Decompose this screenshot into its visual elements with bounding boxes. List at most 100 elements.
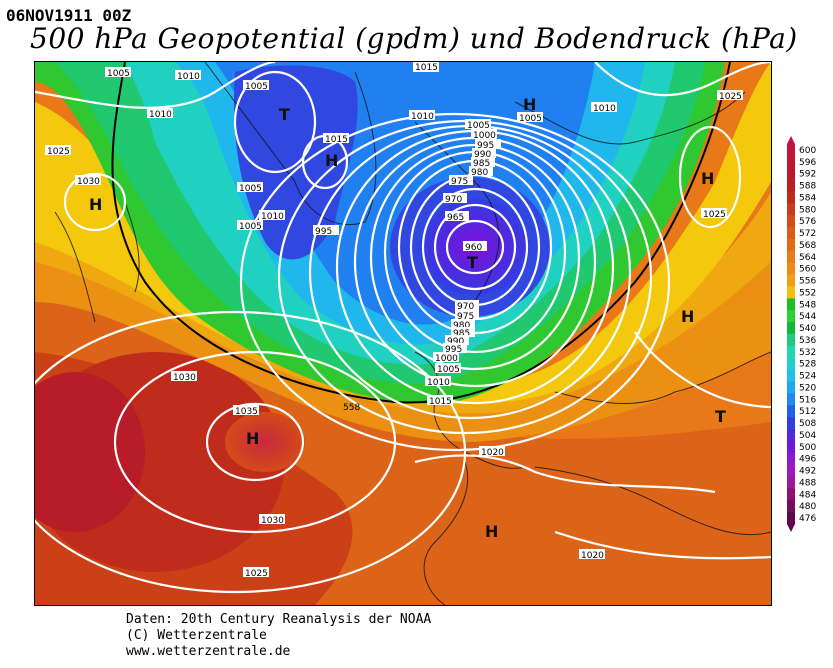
svg-text:1010: 1010 xyxy=(149,110,172,120)
scale-label: 564 xyxy=(799,253,816,263)
svg-text:1010: 1010 xyxy=(177,72,200,82)
svg-text:1000: 1000 xyxy=(473,131,496,141)
high-pressure-marker: H xyxy=(523,95,536,114)
svg-text:1010: 1010 xyxy=(427,378,450,388)
scale-swatch xyxy=(787,393,795,406)
high-pressure-marker: H xyxy=(325,151,338,170)
svg-text:1020: 1020 xyxy=(481,448,504,458)
contour-label: 975 xyxy=(449,175,473,187)
svg-text:990: 990 xyxy=(474,150,491,160)
contour-label: 1010 xyxy=(259,210,285,222)
scale-arrow-bottom xyxy=(787,524,795,532)
scale-label: 512 xyxy=(799,407,816,417)
contour-label: 1025 xyxy=(243,567,269,579)
high-pressure-marker: H xyxy=(89,195,102,214)
scale-swatch xyxy=(787,250,795,264)
contour-label: 1000 xyxy=(471,129,497,141)
svg-text:995: 995 xyxy=(477,141,494,151)
scale-label: 548 xyxy=(799,300,816,310)
scale-swatch xyxy=(787,167,795,181)
high-pressure-marker: H xyxy=(681,307,694,326)
scale-swatch xyxy=(787,345,795,359)
svg-text:1005: 1005 xyxy=(519,114,542,124)
scale-label: 484 xyxy=(799,490,816,500)
svg-text:970: 970 xyxy=(457,302,474,312)
svg-text:985: 985 xyxy=(453,329,470,339)
contour-label: 970 xyxy=(443,193,467,205)
scale-swatch xyxy=(787,298,795,311)
high-pressure-marker: H xyxy=(246,429,259,448)
high-pressure-marker: H xyxy=(701,169,714,188)
scale-label: 572 xyxy=(799,229,816,239)
scale-label: 580 xyxy=(799,205,816,215)
scale-label: 508 xyxy=(799,419,816,429)
scale-swatch xyxy=(787,429,795,442)
svg-text:995: 995 xyxy=(445,345,462,355)
scale-label: 532 xyxy=(799,348,816,358)
scale-label: 528 xyxy=(799,360,816,370)
contour-label: 975 xyxy=(455,310,479,322)
scale-label: 500 xyxy=(799,443,816,453)
chart-title: 500 hPa Geopotential (gpdm) und Bodendru… xyxy=(30,22,798,55)
svg-text:1035: 1035 xyxy=(235,407,258,417)
scale-label: 576 xyxy=(799,217,816,227)
credit-data-source: Daten: 20th Century Reanalysis der NOAA xyxy=(126,612,432,627)
scale-swatch xyxy=(787,239,795,252)
scale-swatch xyxy=(787,417,795,430)
scale-swatch xyxy=(787,286,795,299)
svg-text:1025: 1025 xyxy=(47,147,70,157)
isobars xyxy=(35,62,771,594)
scale-swatch xyxy=(787,452,795,466)
scale-swatch xyxy=(787,500,795,513)
scale-swatch xyxy=(787,322,795,335)
scale-label: 480 xyxy=(799,502,816,512)
svg-text:1005: 1005 xyxy=(239,222,262,232)
scale-label: 492 xyxy=(799,467,816,477)
scale-swatch xyxy=(787,357,795,371)
scale-label: 520 xyxy=(799,383,816,393)
scale-label: 588 xyxy=(799,182,816,192)
scale-swatch xyxy=(787,512,795,525)
contour-label: 990 xyxy=(472,148,496,160)
scale-swatch xyxy=(787,155,795,169)
contour-label: 1010 xyxy=(147,108,173,120)
scale-swatch xyxy=(787,215,795,228)
svg-text:1005: 1005 xyxy=(467,121,490,131)
contour-label: 1005 xyxy=(237,182,263,194)
svg-text:1005: 1005 xyxy=(437,365,460,375)
scale-swatch xyxy=(787,227,795,240)
contour-label: 965 xyxy=(445,211,469,223)
contour-label: 1030 xyxy=(75,175,101,187)
high-pressure-marker: H xyxy=(485,522,498,541)
credit-website: www.wetterzentrale.de xyxy=(126,644,291,659)
scale-swatch xyxy=(787,488,795,501)
contour-label: 990 xyxy=(445,335,469,347)
low-pressure-marker: T xyxy=(467,253,478,272)
scale-label: 540 xyxy=(799,324,816,334)
contour-label: 995 xyxy=(443,343,467,355)
svg-text:970: 970 xyxy=(445,195,462,205)
scale-label: 488 xyxy=(799,478,816,488)
svg-text:1010: 1010 xyxy=(261,212,284,222)
svg-text:1025: 1025 xyxy=(245,569,268,579)
scale-arrow-top xyxy=(787,136,795,144)
scale-label: 600 xyxy=(799,146,816,156)
svg-text:980: 980 xyxy=(453,321,470,331)
scale-swatch xyxy=(787,203,795,216)
svg-text:975: 975 xyxy=(457,312,474,322)
svg-text:1030: 1030 xyxy=(173,373,196,383)
pressure-centers: H T H H H T H H H T H xyxy=(89,95,726,541)
svg-text:1030: 1030 xyxy=(77,177,100,187)
scale-label: 516 xyxy=(799,395,816,405)
scale-swatch xyxy=(787,440,795,454)
low-pressure-marker: T xyxy=(279,105,290,124)
scale-swatch xyxy=(787,274,795,287)
contour-label: 1005 xyxy=(435,363,461,375)
contour-label: 1020 xyxy=(479,446,505,458)
contour-label: 1020 xyxy=(579,549,605,561)
contour-label: 1035 xyxy=(233,405,259,417)
contour-label: 1005 xyxy=(105,67,131,79)
contour-label: 1015 xyxy=(427,395,453,407)
scale-label: 504 xyxy=(799,431,816,441)
contour-label: 1015 xyxy=(323,133,349,145)
